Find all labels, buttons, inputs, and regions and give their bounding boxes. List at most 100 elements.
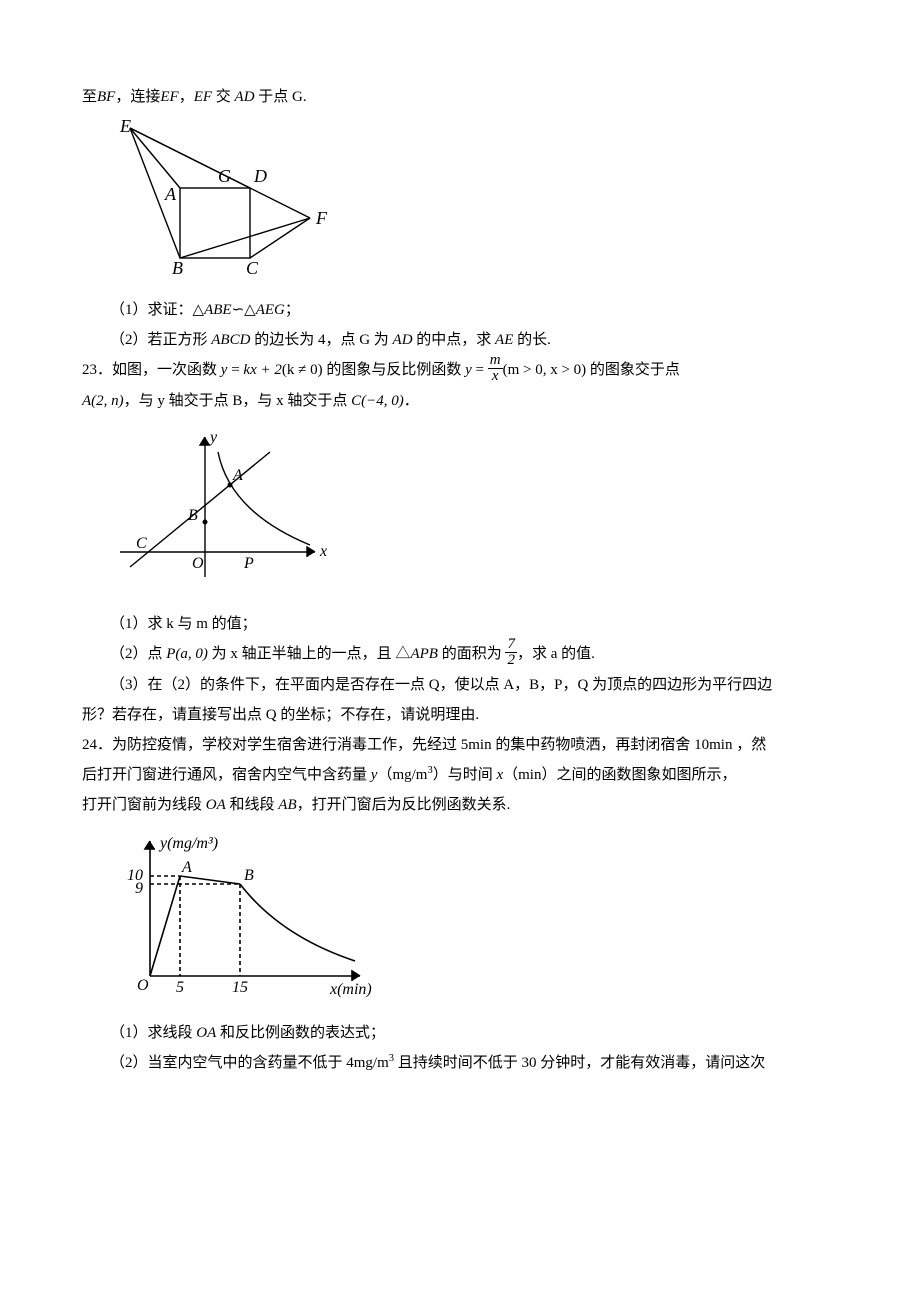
text: （2）当室内空气中的含药量不低于 4mg/m: [110, 1055, 389, 1071]
label-C: C: [246, 258, 259, 278]
q24-part1: （1）求线段 OA 和反比例函数的表达式；: [82, 1018, 838, 1048]
oa: OA: [206, 797, 226, 813]
text: 打开门窗前为线段: [82, 797, 206, 813]
eq: =: [227, 362, 243, 378]
pt-A: A(2, n): [82, 393, 124, 409]
page: 至BF，连接EF，EF 交 AD 于点 G. E: [0, 0, 920, 1118]
label-P: P: [243, 555, 254, 572]
text: 如图，一次函数: [112, 362, 221, 378]
q22-cont-line: 至BF，连接EF，EF 交 AD 于点 G.: [82, 82, 838, 112]
pt-P: P(a, 0): [166, 646, 208, 662]
abe: ABE: [204, 302, 232, 318]
q24-line3: 打开门窗前为线段 OA 和线段 AB，打开门窗后为反比例函数关系.: [82, 790, 838, 820]
q24-svg: y(mg/m³) 10 9 A B O 5 15 x(min): [110, 826, 390, 1001]
label-B: B: [244, 867, 254, 884]
q23-line2: A(2, n)，与 y 轴交于点 B，与 x 轴交于点 C(−4, 0)．: [82, 386, 838, 416]
text: （3）在（2）的条件下，在平面内是否存在一点 Q，使以点 A，B，P，Q 为顶点…: [110, 677, 772, 693]
text: （min）之间的函数图象如图所示，: [503, 767, 736, 783]
q23-part2: （2）点 P(a, 0) 为 x 轴正半轴上的一点，且 △APB 的面积为 72…: [82, 639, 838, 670]
text: 且持续时间不低于 30 分钟时，才能有效消毒，请问这次: [394, 1055, 765, 1071]
text: ）与时间: [433, 767, 497, 783]
num: m: [488, 353, 503, 368]
frac-m-x: mx: [488, 353, 503, 384]
text: 的图象交于点: [586, 362, 680, 378]
label-F: F: [315, 208, 328, 228]
q22-part2: （2）若正方形 ABCD 的边长为 4，点 G 为 AD 的中点，求 AE 的长…: [82, 325, 838, 355]
q24-line1: 24．为防控疫情，学校对学生宿舍进行消毒工作，先经过 5min 的集中药物喷洒，…: [82, 730, 838, 760]
var-ef2: EF: [194, 89, 212, 105]
tri2: △: [244, 302, 256, 318]
ytick-9: 9: [135, 880, 143, 897]
label-A: A: [181, 859, 192, 876]
label-O: O: [192, 555, 204, 572]
var-ad: AD: [235, 89, 255, 105]
label-B: B: [172, 258, 183, 278]
text: 后打开门窗进行通风，宿舍内空气中含药量: [82, 767, 371, 783]
var-ef: EF: [160, 89, 178, 105]
q22-svg: E A G D F B C: [110, 118, 340, 278]
text: （mg/m: [377, 767, 427, 783]
text: 形？若存在，请直接写出点 Q 的坐标；不存在，请说明理由.: [82, 707, 479, 723]
pt-C: C(−4, 0): [351, 393, 404, 409]
text: ；: [285, 302, 300, 318]
q23-part3b: 形？若存在，请直接写出点 Q 的坐标；不存在，请说明理由.: [82, 700, 838, 730]
q24-line2: 后打开门窗进行通风，宿舍内空气中含药量 y（mg/m3）与时间 x（min）之间…: [82, 760, 838, 790]
ab: AB: [278, 797, 296, 813]
text: 和反比例函数的表达式；: [216, 1025, 385, 1041]
text: ，: [179, 89, 194, 105]
label-O: O: [137, 977, 149, 994]
label-x: x: [319, 543, 327, 560]
q22-figure: E A G D F B C: [110, 118, 838, 289]
xlabel: x(min): [329, 981, 372, 998]
text: 的长.: [513, 332, 551, 348]
aeg: AEG: [256, 302, 285, 318]
frac-7-2: 72: [505, 637, 517, 668]
oa: OA: [196, 1025, 216, 1041]
q23-part1: （1）求 k 与 m 的值；: [82, 609, 838, 639]
q23-svg: y A B C O P x: [110, 422, 340, 592]
ad: AD: [393, 332, 413, 348]
text: （1）求证：: [110, 302, 193, 318]
text: 交: [212, 89, 235, 105]
q24-number: 24．: [82, 737, 112, 753]
q24-figure: y(mg/m³) 10 9 A B O 5 15 x(min): [110, 826, 838, 1012]
text: ，求 a 的值.: [517, 646, 595, 662]
sim: ∽: [232, 302, 245, 318]
text: 的图象与反比例函数: [323, 362, 466, 378]
rhs: kx + 2: [243, 362, 281, 378]
q23-number: 23．: [82, 362, 112, 378]
ae: AE: [495, 332, 513, 348]
cond: (k ≠ 0): [282, 362, 323, 378]
xtick-15: 15: [232, 979, 248, 996]
den: 2: [505, 652, 517, 668]
label-A: A: [164, 184, 177, 204]
text: ，连接: [115, 89, 160, 105]
abcd: ABCD: [211, 332, 250, 348]
q23-part3a: （3）在（2）的条件下，在平面内是否存在一点 Q，使以点 A，B，P，Q 为顶点…: [82, 670, 838, 700]
label-E: E: [119, 118, 131, 136]
var-bf: BF: [97, 89, 115, 105]
q23-figure: y A B C O P x: [110, 422, 838, 603]
den: x: [488, 368, 503, 384]
text: 至: [82, 89, 97, 105]
label-D: D: [253, 166, 267, 186]
q23-line1: 23．如图，一次函数 y = kx + 2(k ≠ 0) 的图象与反比例函数 y…: [82, 355, 838, 386]
label-A: A: [232, 467, 243, 484]
text: 于点 G.: [255, 89, 307, 105]
apb: APB: [410, 646, 438, 662]
text: （2）点: [110, 646, 166, 662]
label-C: C: [136, 535, 147, 552]
text: 为 x 轴正半轴上的一点，且 △: [208, 646, 411, 662]
eq2: =: [472, 362, 488, 378]
text: 为防控疫情，学校对学生宿舍进行消毒工作，先经过 5min 的集中药物喷洒，再封闭…: [112, 737, 766, 753]
text: （2）若正方形: [110, 332, 211, 348]
label-y: y: [208, 429, 218, 446]
num: 7: [505, 637, 517, 652]
xtick-5: 5: [176, 979, 184, 996]
label-G: G: [218, 166, 231, 186]
ylabel: y(mg/m³): [158, 835, 218, 852]
text: 和线段: [226, 797, 279, 813]
text: 的面积为: [438, 646, 506, 662]
text: 的中点，求: [413, 332, 496, 348]
label-B: B: [188, 507, 198, 524]
